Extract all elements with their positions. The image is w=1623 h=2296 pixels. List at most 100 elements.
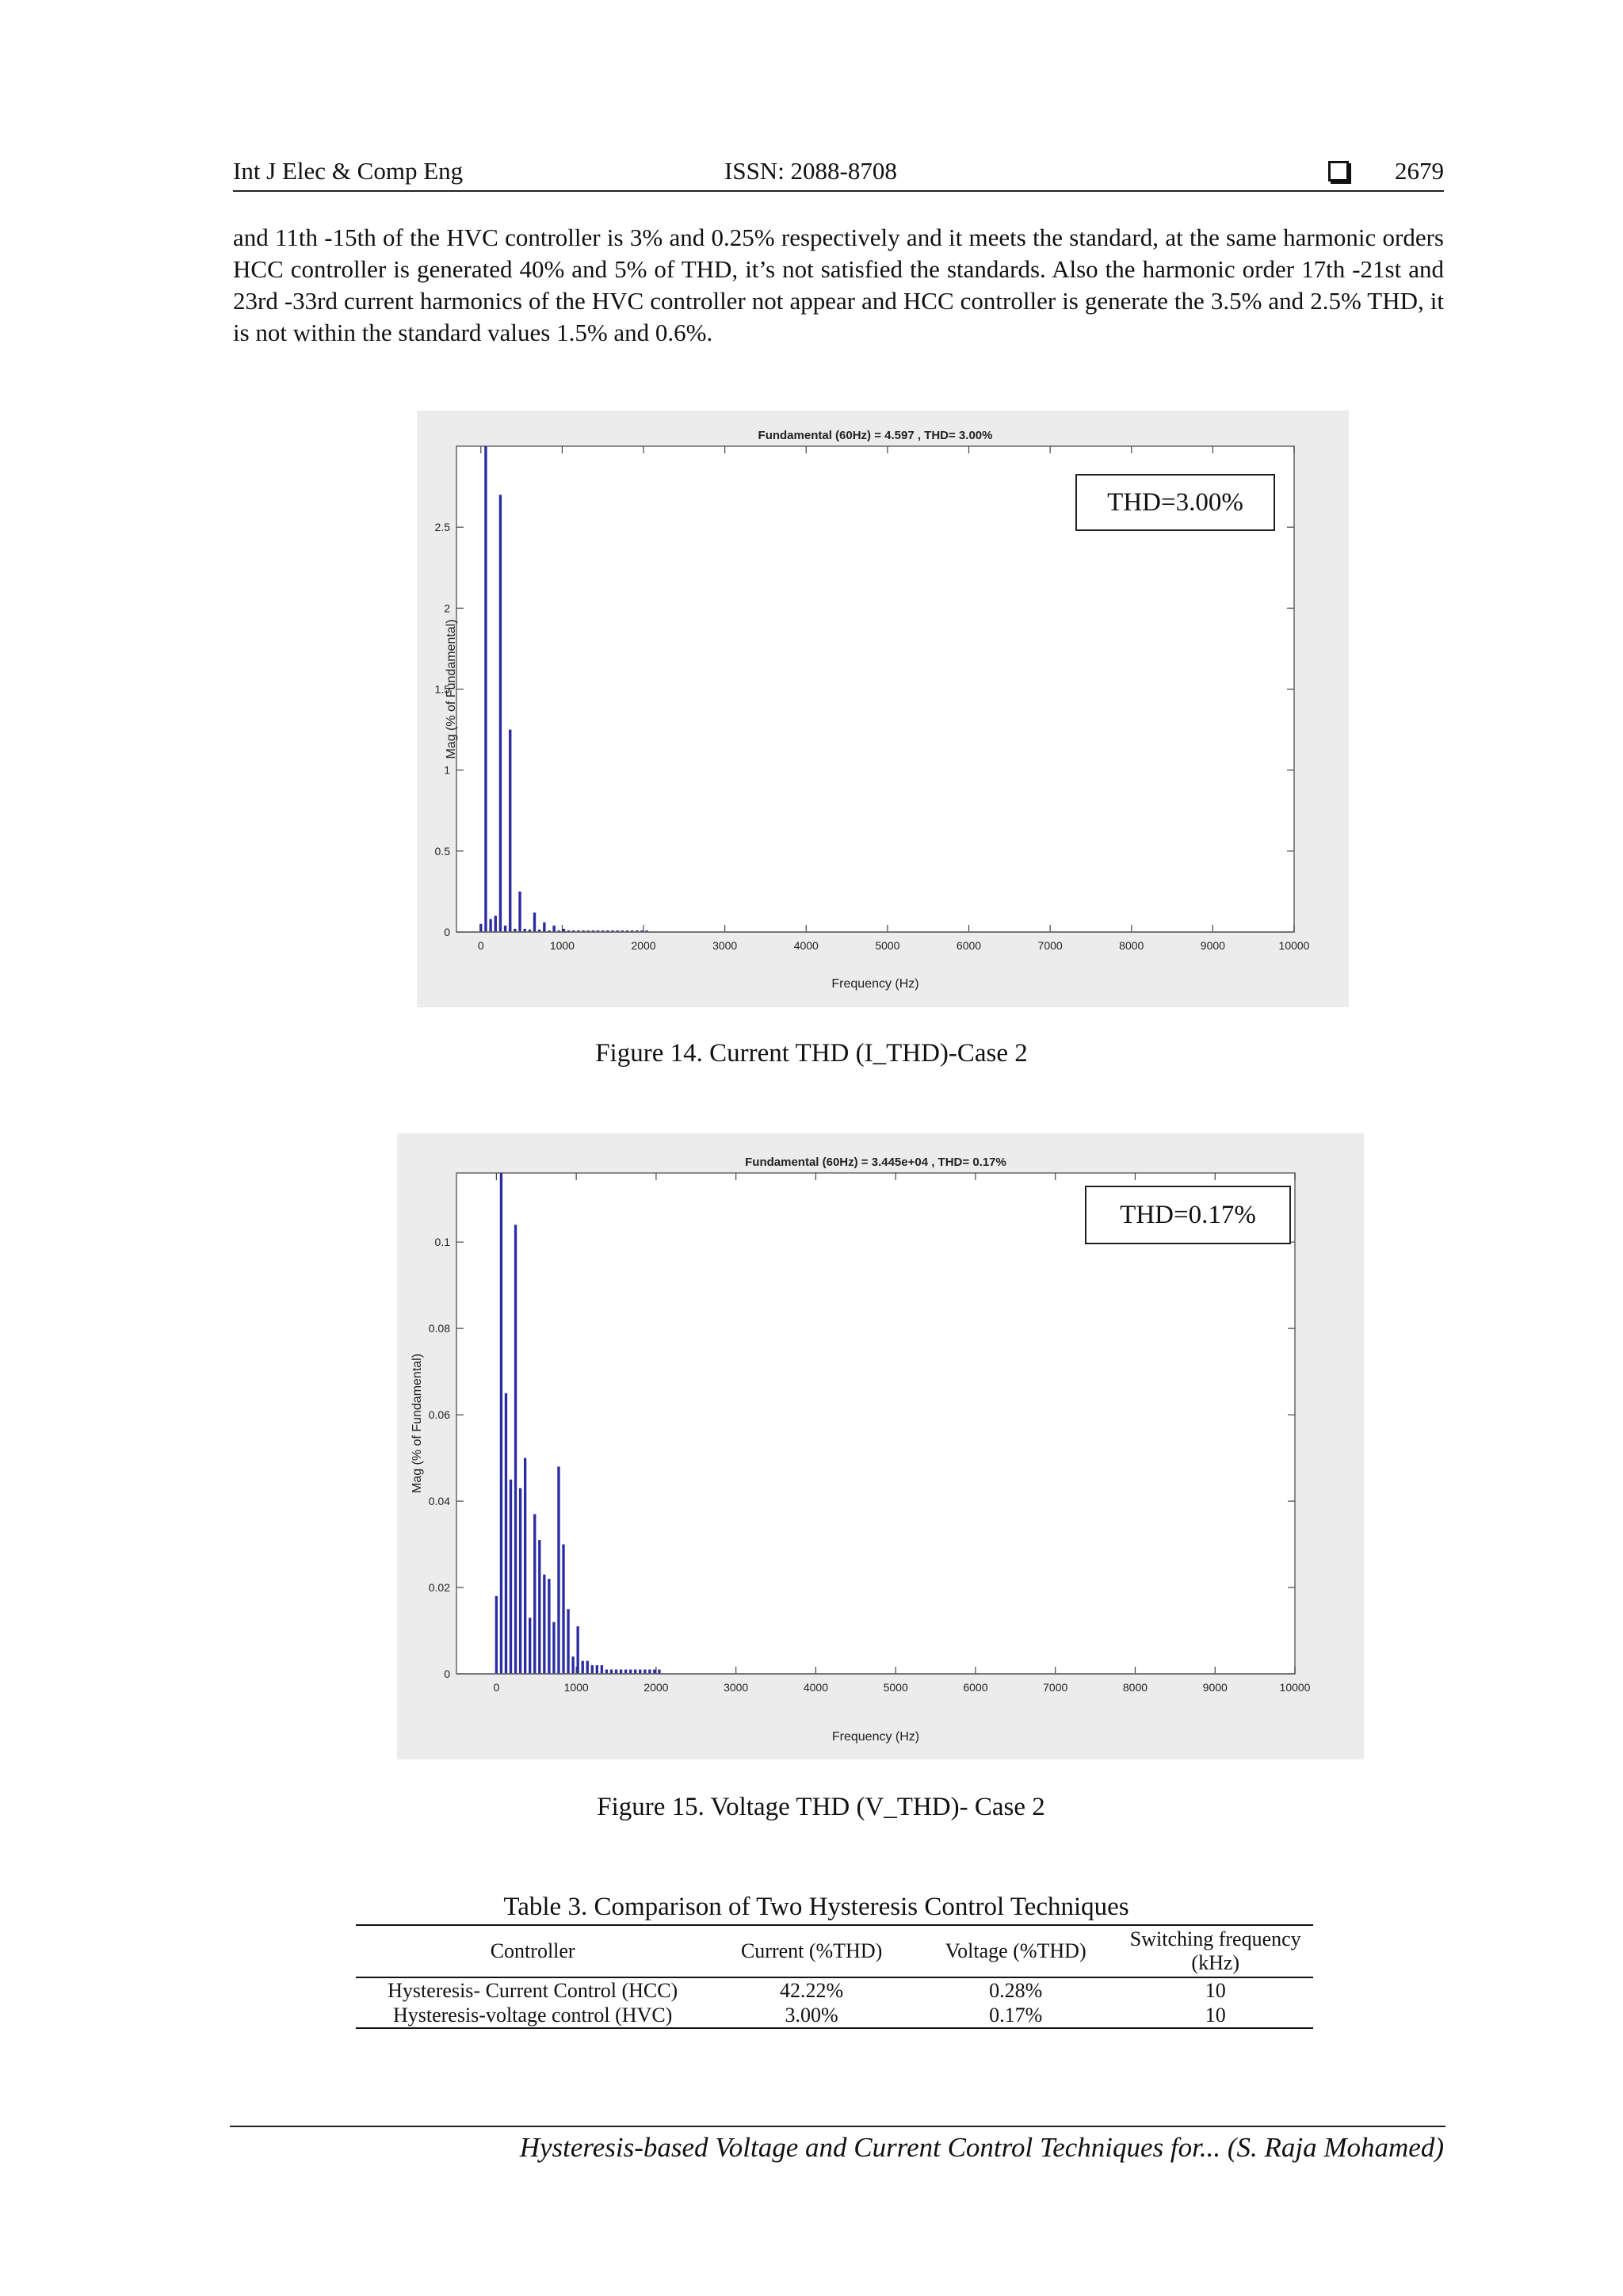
y-tick-label: 0.1: [435, 1236, 451, 1248]
bar: [648, 1669, 651, 1674]
bar: [562, 1544, 565, 1674]
bar: [614, 1669, 618, 1674]
y-tick-label: 0: [444, 926, 450, 938]
table-cell: 3.00%: [709, 2003, 914, 2029]
x-tick-label: 3000: [724, 1681, 748, 1694]
journal-name: Int J Elec & Comp Eng: [233, 157, 464, 185]
issn: ISSN: 2088-8708: [724, 157, 897, 185]
bar: [601, 930, 605, 932]
bar: [645, 930, 648, 932]
bar: [567, 930, 571, 932]
bar: [509, 729, 512, 932]
bar: [571, 1656, 575, 1674]
x-tick-label: 4000: [804, 1681, 828, 1694]
x-tick-label: 5000: [884, 1681, 908, 1694]
table-cell: Hysteresis- Current Control (HCC): [388, 1979, 678, 2002]
bar: [523, 928, 526, 932]
bar: [552, 925, 556, 932]
bar: [557, 1466, 560, 1674]
y-tick-label: 0.02: [429, 1581, 450, 1594]
bar: [567, 1609, 570, 1674]
table-cell: Hysteresis-voltage control (HVC): [356, 2003, 710, 2029]
bar: [636, 930, 639, 932]
chart-title: Fundamental (60Hz) = 4.597 , THD= 3.00%: [758, 429, 993, 442]
x-tick-label: 10000: [1279, 939, 1310, 952]
y-tick-label: 2: [444, 602, 450, 614]
bar: [572, 930, 575, 932]
bar: [600, 1665, 604, 1674]
table-3: Controller Current (%THD) Voltage (%THD)…: [356, 1924, 1313, 2029]
x-axis-label: Frequency (Hz): [831, 977, 918, 991]
table-row: Hysteresis-voltage control (HVC) 3.00% 0…: [356, 2003, 1313, 2029]
figure-14: Fundamental (60Hz) = 4.597 , THD= 3.00% 0…: [417, 411, 1349, 1007]
col-header-switching: Switching frequency (kHz): [1117, 1924, 1313, 1978]
bar: [552, 1622, 556, 1674]
table-cell: 0.17%: [913, 2003, 1118, 2029]
bar: [504, 1392, 508, 1674]
bar: [533, 912, 537, 932]
bar: [624, 1669, 628, 1674]
bar: [514, 1224, 517, 1674]
x-tick-label: 3000: [712, 939, 737, 952]
bar: [625, 930, 629, 932]
bar: [619, 1669, 623, 1674]
table-row: Hysteresis- Current Control (HCC) 42.22%…: [356, 1977, 1313, 2003]
bar: [609, 1669, 613, 1674]
table-3-title: Table 3. Comparison of Two Hysteresis Co…: [503, 1893, 1129, 1921]
x-tick-label: 7000: [1038, 939, 1063, 952]
bar: [596, 930, 600, 932]
bar: [643, 1669, 647, 1674]
x-tick-label: 4000: [794, 939, 819, 952]
page-box-icon: [1328, 161, 1349, 181]
bar: [494, 915, 497, 932]
bar: [634, 1669, 637, 1674]
x-tick-label: 5000: [875, 939, 899, 952]
body-paragraph: and 11th -15th of the HVC controller is …: [233, 223, 1444, 346]
y-tick-label: 0.06: [429, 1408, 450, 1421]
bar: [595, 1665, 599, 1674]
x-tick-label: 1000: [564, 1681, 589, 1694]
bar: [529, 1618, 532, 1674]
bar: [518, 1488, 522, 1674]
bar: [479, 923, 483, 932]
y-tick-label: 1: [444, 764, 450, 777]
x-tick-label: 0: [493, 1681, 499, 1694]
col-header-controller: Controller: [356, 1924, 710, 1978]
x-tick-label: 6000: [963, 1681, 987, 1694]
table-cell: 0.28%: [989, 1979, 1043, 2002]
bar: [484, 446, 487, 932]
bar: [606, 930, 609, 932]
bar: [499, 1173, 503, 1674]
y-axis-label: Mag (% of Fundamental): [445, 619, 458, 758]
bar: [611, 930, 614, 932]
bar: [586, 1660, 589, 1674]
bar: [621, 930, 624, 932]
running-footer: Hysteresis-based Voltage and Current Con…: [519, 2132, 1444, 2163]
bar: [538, 1540, 541, 1674]
y-tick-label: 2.5: [435, 521, 451, 533]
bar: [518, 891, 521, 932]
x-tick-label: 8000: [1123, 1681, 1148, 1694]
y-tick-label: 0: [444, 1668, 450, 1680]
col-header-current: Current (%THD): [709, 1924, 914, 1978]
bar: [509, 1479, 513, 1674]
bar: [605, 1669, 609, 1674]
x-tick-label: 1000: [550, 939, 575, 952]
bar: [591, 930, 595, 932]
bar: [616, 930, 619, 932]
bar: [543, 1574, 546, 1674]
y-tick-label: 0.5: [435, 845, 451, 858]
table-cell: 42.22%: [780, 1979, 844, 2002]
bar: [543, 922, 546, 932]
figure-15: Fundamental (60Hz) = 3.445e+04 , THD= 0.…: [397, 1133, 1364, 1759]
bar: [639, 1669, 642, 1674]
col-header-voltage: Voltage (%THD): [913, 1924, 1118, 1978]
figure-15-caption: Figure 15. Voltage THD (V_THD)- Case 2: [597, 1793, 1045, 1821]
footer-rule: [230, 2126, 1445, 2127]
bar: [498, 495, 502, 932]
chart-title: Fundamental (60Hz) = 3.445e+04 , THD= 0.…: [745, 1156, 1006, 1169]
thd-callout-current: THD=3.00%: [1075, 474, 1275, 531]
bar: [548, 930, 551, 932]
page-number: 2679: [1395, 157, 1444, 185]
bar: [533, 1514, 537, 1674]
